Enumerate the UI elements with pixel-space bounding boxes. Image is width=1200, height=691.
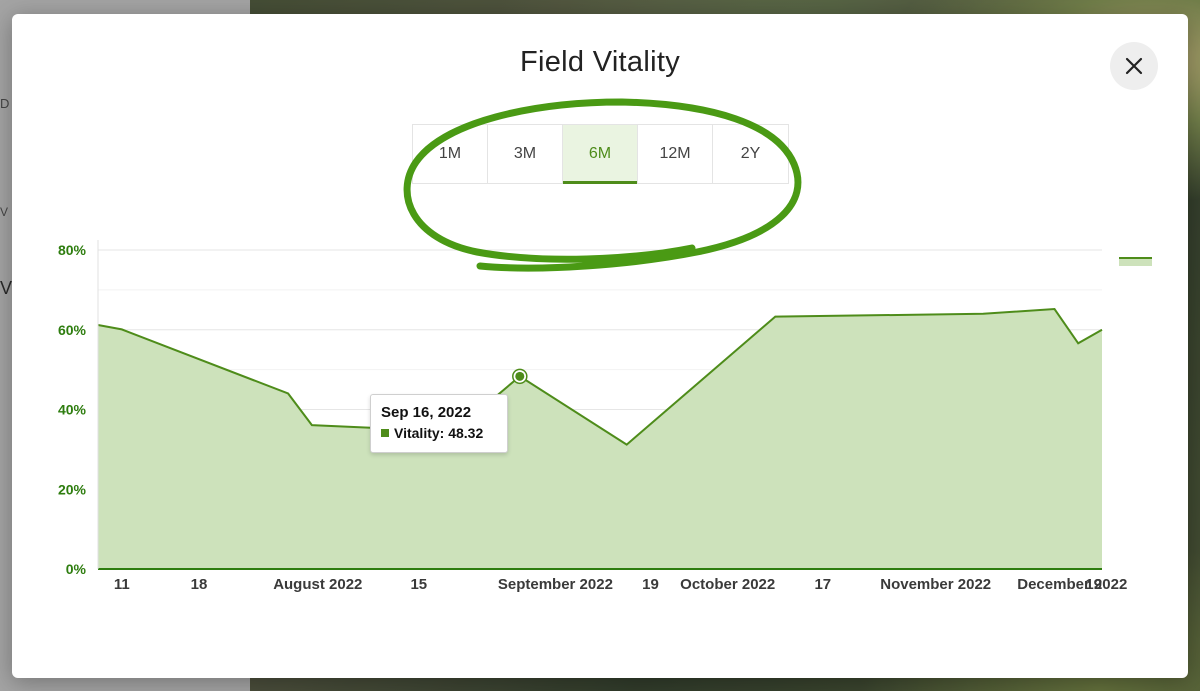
time-range-tabs: 1M 3M 6M 12M 2Y: [412, 124, 789, 184]
tab-1m[interactable]: 1M: [413, 125, 488, 183]
vitality-area: [98, 309, 1102, 569]
panel-fragment: V: [0, 205, 9, 219]
tab-2y[interactable]: 2Y: [713, 125, 788, 183]
x-tick-label: 15: [410, 576, 427, 593]
x-tick-label: December 2022: [1017, 576, 1127, 593]
x-tick-label: 17: [814, 576, 831, 593]
tab-3m[interactable]: 3M: [488, 125, 563, 183]
y-tick-label: 60%: [58, 322, 87, 338]
chart-tooltip: Sep 16, 2022 Vitality: 48.32: [370, 394, 508, 453]
close-button[interactable]: [1110, 42, 1158, 90]
x-tick-label: 11: [114, 576, 130, 593]
tab-12m[interactable]: 12M: [638, 125, 713, 183]
panel-fragment: V: [0, 278, 13, 298]
y-tick-label: 80%: [58, 242, 87, 258]
field-vitality-modal: Field Vitality 0% 20% 40% 60% 80% 11 18 August …: [12, 14, 1188, 678]
hovered-point: [515, 371, 525, 381]
y-tick-label: 0%: [66, 561, 87, 577]
modal-title: Field Vitality: [519, 46, 680, 78]
vitality-line: [97, 307, 1103, 446]
y-tick-label: 40%: [58, 402, 87, 418]
x-tick-label: August 2022: [273, 576, 362, 593]
tooltip-swatch: [381, 429, 389, 437]
y-tick-label: 20%: [58, 481, 87, 497]
x-tick-label: October 2022: [680, 576, 775, 593]
tooltip-value-row: Vitality: 48.32: [381, 425, 497, 441]
legend-swatch: [1119, 257, 1152, 266]
x-tick-label: September 2022: [498, 576, 613, 593]
close-icon: [1125, 57, 1143, 75]
vitality-chart: 0% 20% 40% 60% 80% 11 18 August 2022 15 September…: [58, 240, 1127, 593]
tooltip-date: Sep 16, 2022: [381, 404, 472, 421]
tab-6m[interactable]: 6M: [563, 125, 638, 184]
x-tick-label: November 2022: [880, 576, 991, 593]
tooltip-value: Vitality: 48.32: [394, 425, 484, 441]
panel-fragment: D: [0, 96, 10, 111]
x-tick-label: 19: [642, 576, 659, 593]
x-tick-label: 18: [191, 576, 208, 593]
x-tick-label: 19: [1085, 576, 1102, 593]
